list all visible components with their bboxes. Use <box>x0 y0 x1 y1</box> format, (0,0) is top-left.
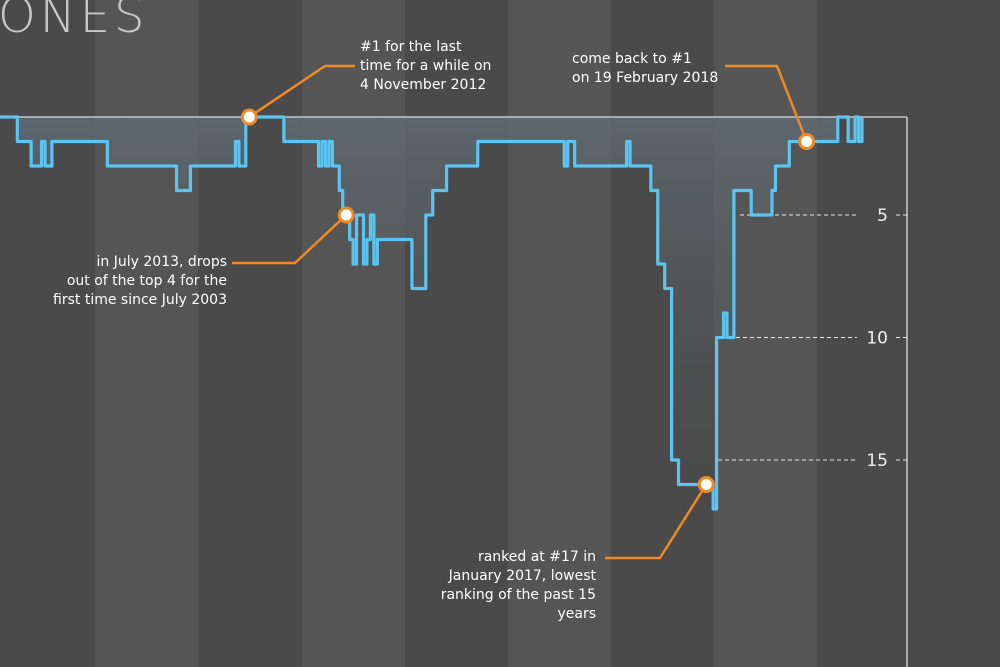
y-tick-label: 10 <box>866 329 888 349</box>
annotation-nov-2012: #1 for the last time for a while on 4 No… <box>360 39 492 93</box>
ranking-line <box>0 115 864 511</box>
marker-jan-2017 <box>697 476 715 493</box>
annotation-markers <box>240 108 816 493</box>
annotation-jan-2017: ranked at #17 in January 2017, lowest ra… <box>440 549 596 622</box>
annotation-leader-line <box>605 483 708 560</box>
annotation-leader-line <box>232 214 348 265</box>
y-tick-label: 15 <box>866 451 888 471</box>
year-band <box>508 0 611 667</box>
chart-title-fragment: ONES <box>0 0 149 44</box>
rank-reference-lines <box>718 214 907 461</box>
marker-jul-2013 <box>337 206 355 224</box>
year-band <box>302 0 405 667</box>
y-axis-ticks: 5 10 15 <box>866 206 888 471</box>
annotation-leaders <box>232 64 808 560</box>
ranking-area <box>0 117 862 509</box>
marker-nov-2012 <box>240 108 258 126</box>
marker-feb-2018 <box>798 133 816 150</box>
annotation-leader-line <box>725 64 808 142</box>
annotation-jul-2013: in July 2013, drops out of the top 4 for… <box>53 254 227 308</box>
annotation-leader-line <box>248 64 355 119</box>
year-bands <box>95 0 817 667</box>
year-band <box>95 0 198 667</box>
annotation-feb-2018: come back to #1 on 19 February 2018 <box>572 51 719 86</box>
y-tick-label: 5 <box>877 206 888 226</box>
